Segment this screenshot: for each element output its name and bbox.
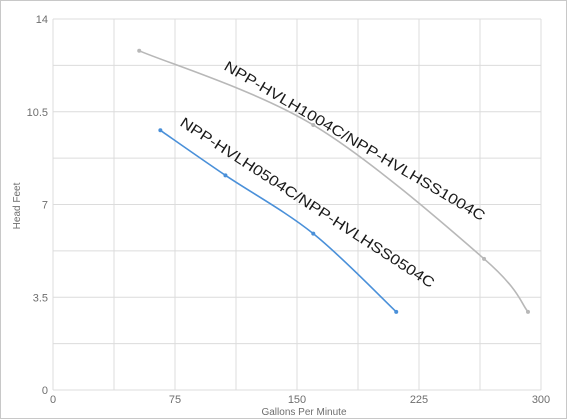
data-point: [482, 256, 487, 261]
series-line-1: [138, 50, 529, 313]
data-point: [311, 123, 316, 127]
data-point: [525, 309, 530, 314]
y-tick-label: 3.5: [33, 292, 48, 304]
x-tick-label: 300: [532, 394, 550, 406]
series-label-2: NPP-HVLH0504C/NPP-HVLHSS0504C: [177, 115, 437, 292]
y-tick-label: 10.5: [27, 107, 48, 119]
x-tick-label: 0: [50, 394, 56, 406]
y-tick-label: 14: [36, 14, 48, 26]
data-point: [158, 128, 163, 133]
x-tick-label: 75: [169, 394, 181, 406]
data-point: [311, 231, 316, 236]
x-axis-title: Gallons Per Minute: [261, 407, 346, 418]
data-point: [223, 173, 228, 178]
y-tick-label: 7: [42, 200, 48, 212]
data-point: [394, 309, 399, 314]
series-line-2: [159, 129, 397, 313]
x-tick-label: 150: [288, 394, 306, 406]
y-axis-title: Head Feet: [12, 182, 23, 229]
y-tick-label: 0: [42, 385, 48, 397]
x-tick-label: 225: [410, 394, 428, 406]
series-label-1: NPP-HVLH1004C/NPP-HVLHSS1004C: [221, 59, 488, 225]
data-point: [137, 48, 142, 53]
